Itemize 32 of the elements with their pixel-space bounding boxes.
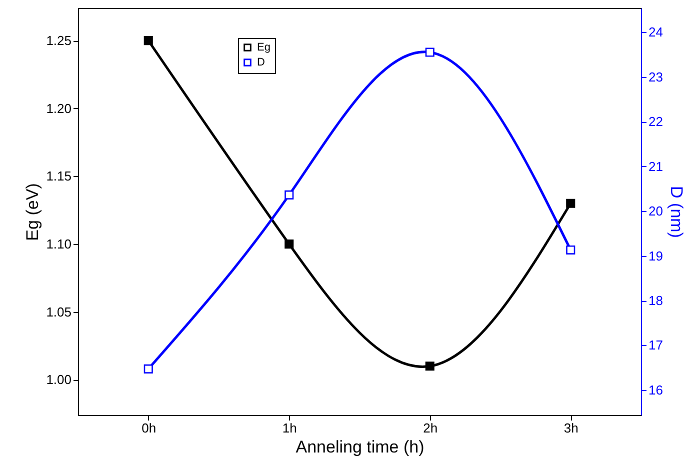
point: [144, 36, 153, 46]
y2-tick-label: 23: [648, 69, 663, 84]
y-tick-label: 1.00: [46, 372, 72, 388]
point: [425, 48, 434, 57]
y2-tick-label: 18: [648, 293, 663, 308]
point: [425, 362, 434, 371]
y-tick-label: 1.25: [46, 33, 72, 48]
y2-tick-label: 17: [648, 338, 663, 353]
y-axis-title: Eg (eV): [23, 183, 42, 241]
y2-tick-label: 21: [648, 158, 663, 174]
x-tick-label: 3h: [564, 420, 578, 436]
y2-axis-title: D (nm): [666, 186, 686, 238]
point: [144, 364, 153, 374]
y2-tick-label: 20: [648, 204, 663, 219]
x-tick-label: 1h: [282, 420, 297, 436]
y-tick-label: 1.20: [46, 100, 72, 116]
y-tick-label: 1.05: [46, 304, 72, 320]
y-tick-label: 1.10: [46, 236, 72, 252]
y2-tick-label: 16: [648, 382, 663, 398]
y2-tick-label: 24: [648, 24, 663, 40]
point: [284, 240, 294, 249]
x-tick-label: 2h: [423, 420, 438, 436]
x-axis-title: Anneling time (h): [296, 438, 424, 456]
point: [566, 245, 576, 254]
legend-label: Eg: [257, 42, 270, 54]
y2-tick-label: 19: [648, 248, 663, 264]
x-tick-label: 0h: [142, 420, 156, 436]
y-tick-label: 1.15: [46, 168, 72, 184]
legend-label: D: [257, 56, 265, 68]
y2-tick-label: 22: [648, 114, 663, 130]
point: [566, 198, 576, 208]
point: [284, 190, 294, 200]
